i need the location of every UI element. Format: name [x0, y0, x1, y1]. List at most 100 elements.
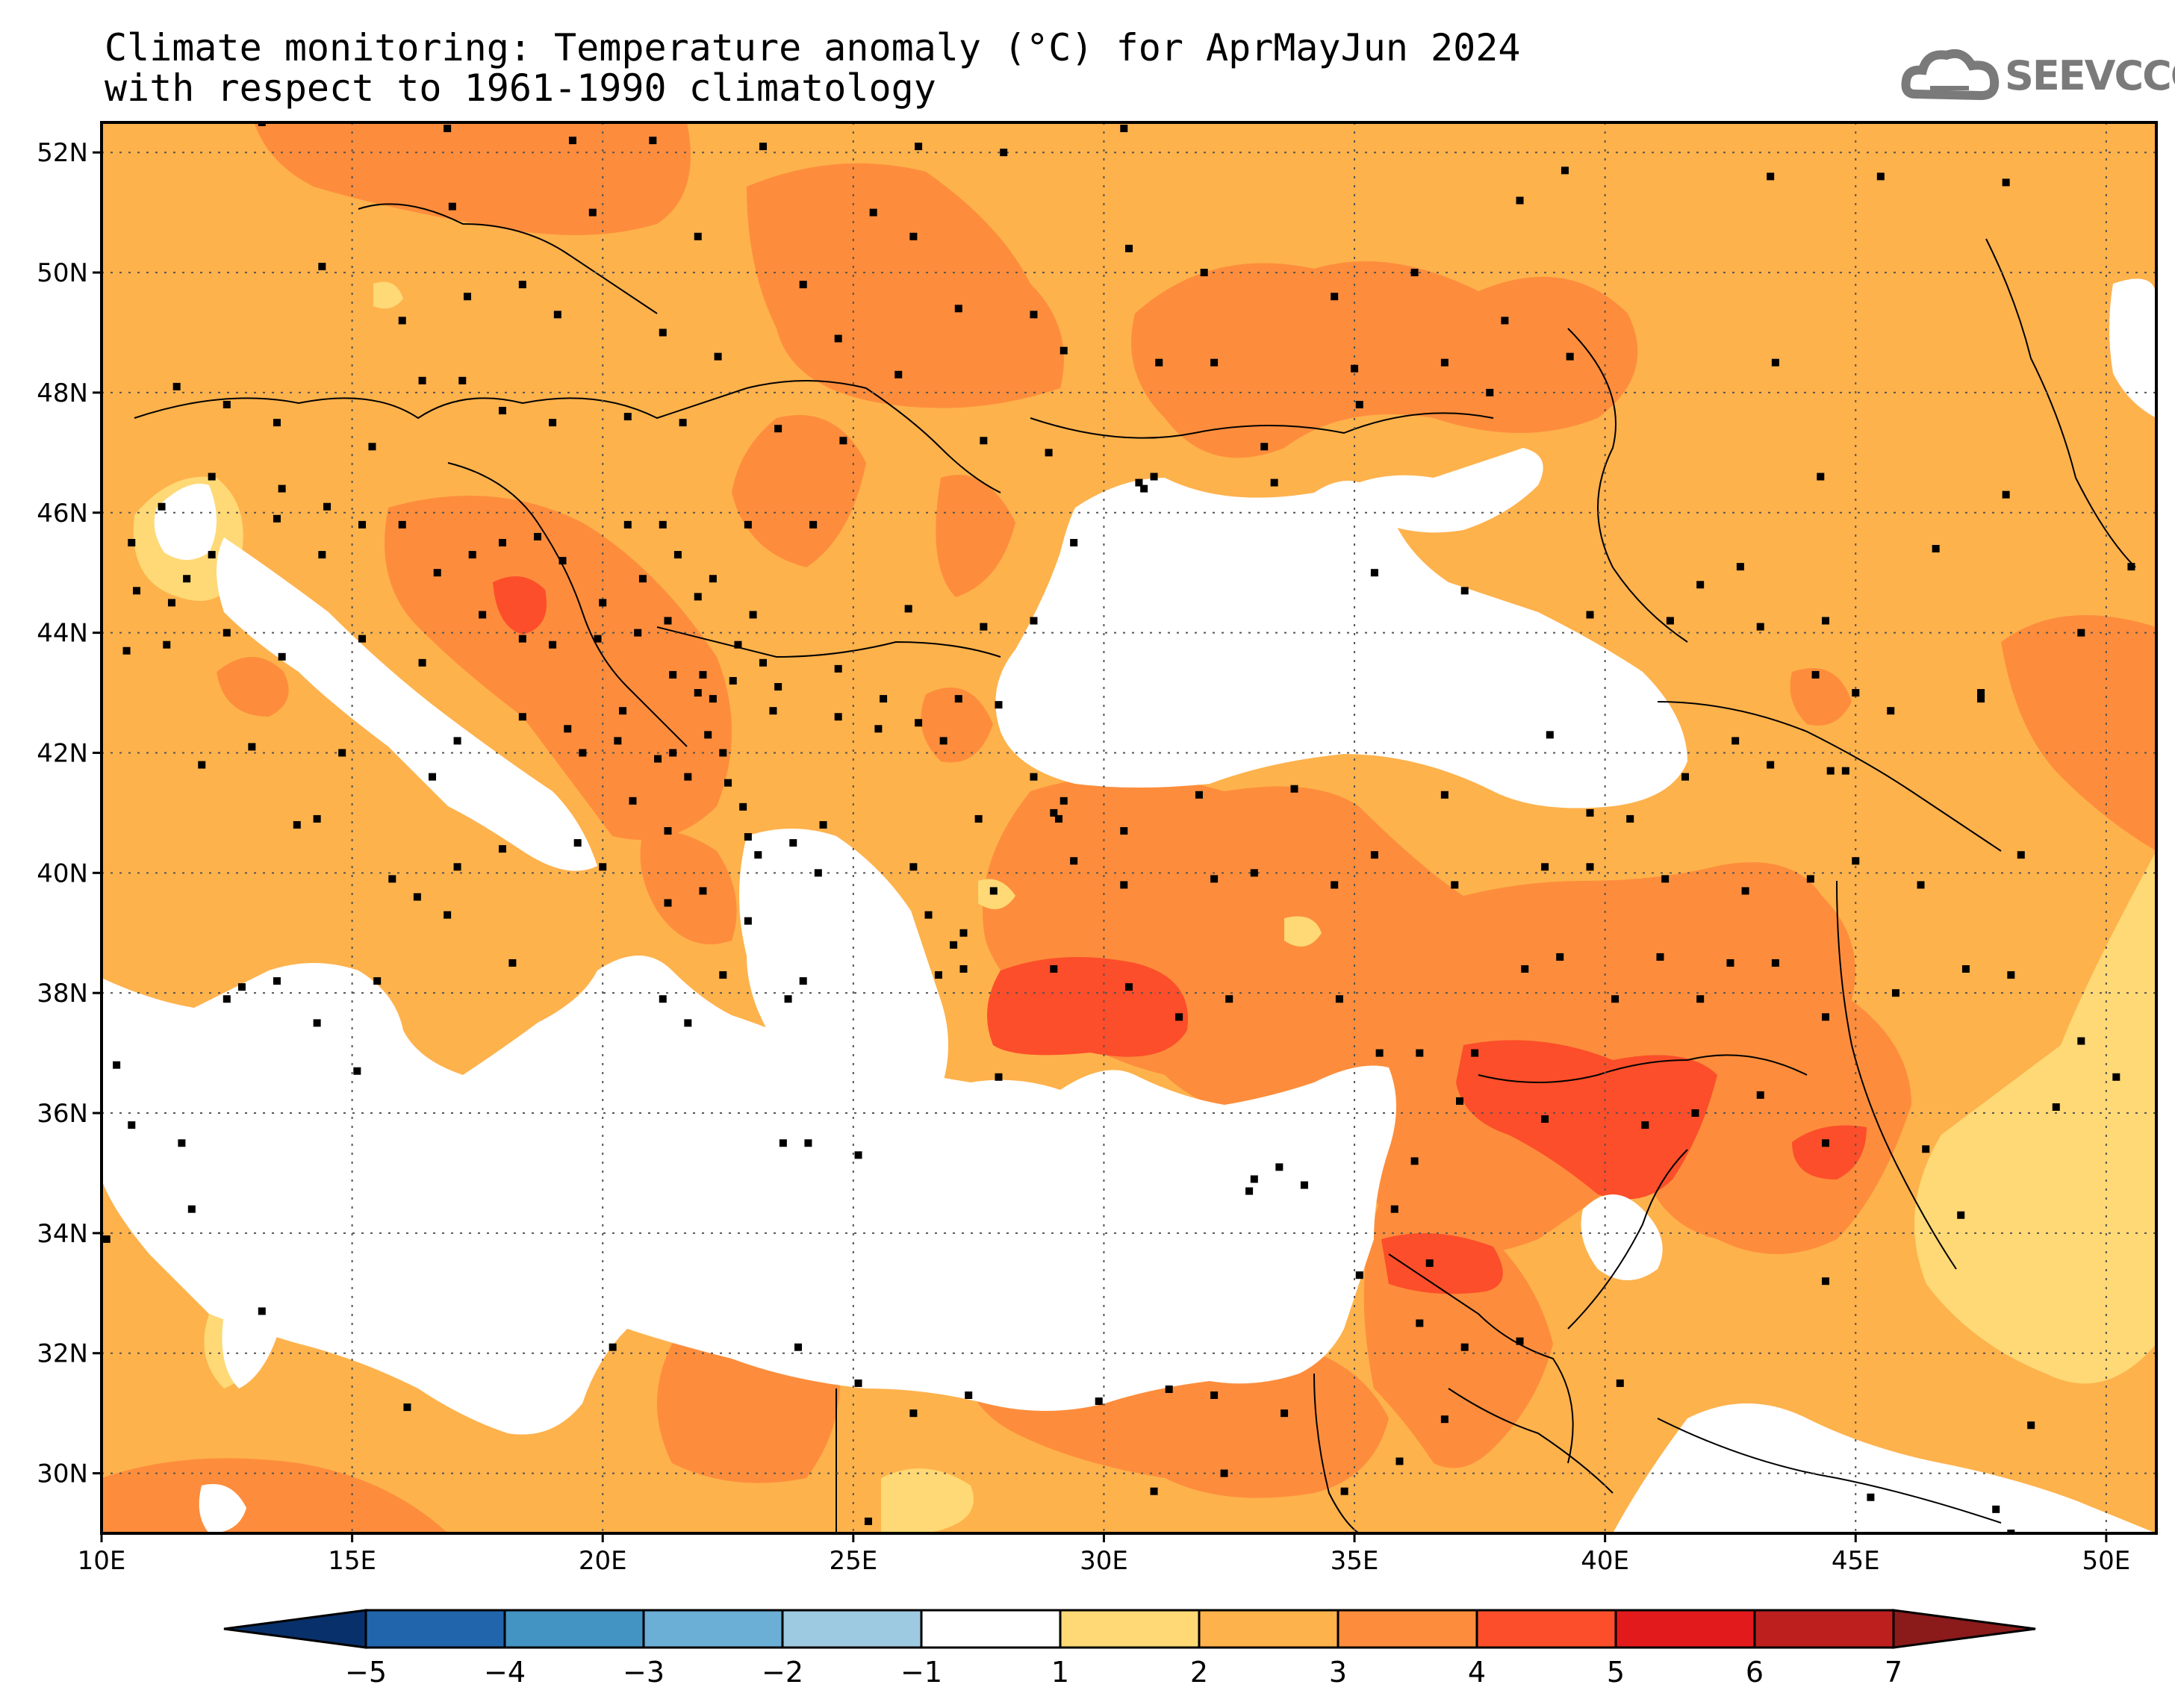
station-marker — [954, 695, 962, 703]
station-marker — [965, 1391, 973, 1400]
station-marker — [2002, 178, 2010, 187]
sea-areas — [102, 278, 2156, 1533]
station-marker — [749, 611, 757, 619]
station-marker — [208, 473, 216, 481]
station-marker — [113, 1061, 121, 1069]
station-marker — [1210, 1391, 1219, 1400]
colorbar-label: −5 — [345, 1656, 387, 1689]
station-marker — [1516, 196, 1524, 205]
station-marker — [779, 1139, 787, 1147]
station-marker — [1821, 1013, 1829, 1021]
station-marker — [634, 629, 642, 637]
station-marker — [1561, 166, 1569, 175]
station-marker — [789, 839, 797, 847]
station-marker — [1641, 1121, 1649, 1129]
station-marker — [187, 1205, 196, 1213]
y-tick-label: 38N — [37, 979, 88, 1009]
station-marker — [1486, 388, 1494, 396]
colorbar-segment — [642, 1609, 784, 1649]
colorbar-segment — [1614, 1609, 1756, 1649]
station-marker — [413, 893, 421, 901]
station-marker — [739, 802, 747, 811]
low-anomaly-egypt — [199, 1484, 246, 1533]
station-marker — [178, 1139, 186, 1147]
station-marker — [834, 713, 842, 721]
station-marker — [1416, 1319, 1424, 1327]
station-marker — [1691, 1109, 1699, 1118]
station-marker — [573, 839, 582, 847]
station-marker — [1120, 881, 1128, 889]
station-marker — [273, 514, 281, 523]
station-marker — [368, 443, 376, 451]
station-marker — [2127, 563, 2135, 571]
station-marker — [719, 749, 727, 757]
station-marker — [172, 382, 181, 390]
station-marker — [659, 520, 667, 529]
map-frame — [100, 121, 2158, 1535]
station-marker — [594, 635, 602, 643]
station-marker — [293, 820, 301, 829]
station-marker — [915, 143, 923, 151]
station-marker — [1440, 791, 1449, 799]
station-marker — [1666, 617, 1674, 625]
colorbar-segment — [1337, 1609, 1478, 1649]
station-marker — [880, 695, 888, 703]
station-marker — [1331, 293, 1339, 301]
colorbar-min-arrow — [223, 1609, 367, 1649]
anomaly-4-5-regions — [493, 576, 1867, 1294]
station-marker — [1616, 1379, 1624, 1387]
station-marker — [669, 670, 677, 679]
station-marker — [1756, 1091, 1764, 1099]
station-marker — [934, 971, 942, 979]
station-marker — [533, 532, 541, 540]
station-marker — [2017, 851, 2025, 859]
station-marker — [128, 538, 136, 546]
station-marker — [388, 875, 396, 883]
colorbar-segment — [1059, 1609, 1201, 1649]
station-marker — [1546, 731, 1554, 739]
station-marker — [1060, 346, 1068, 355]
station-marker — [2052, 1103, 2060, 1111]
station-marker — [599, 599, 607, 607]
colorbar-label: 4 — [1468, 1656, 1486, 1689]
station-marker — [1726, 959, 1734, 967]
station-marker — [915, 719, 923, 727]
station-marker — [479, 611, 487, 619]
station-marker — [318, 263, 326, 271]
station-marker — [1451, 881, 1459, 889]
station-marker — [1456, 1097, 1464, 1105]
station-marker — [1416, 1049, 1424, 1057]
y-tick-label: 44N — [37, 619, 88, 649]
station-marker — [669, 749, 677, 757]
station-marker — [313, 1019, 321, 1027]
station-marker — [729, 676, 737, 685]
station-marker — [1867, 1493, 1875, 1501]
station-marker — [694, 593, 702, 601]
y-tick-label: 40N — [37, 858, 88, 888]
station-marker — [1125, 244, 1133, 252]
station-marker — [1440, 358, 1449, 367]
station-marker — [1045, 449, 1053, 457]
station-marker — [1200, 269, 1208, 277]
station-marker — [684, 773, 692, 781]
station-marker — [1060, 797, 1068, 805]
station-marker — [1030, 773, 1038, 781]
y-tick-label: 32N — [37, 1339, 88, 1369]
station-marker — [794, 1343, 802, 1351]
station-marker — [874, 725, 883, 733]
station-marker — [458, 376, 467, 384]
station-marker — [1852, 689, 1860, 697]
station-marker — [1656, 953, 1664, 961]
station-marker — [614, 737, 622, 745]
y-tick-label: 48N — [37, 378, 88, 408]
station-marker — [549, 419, 557, 427]
station-marker — [444, 125, 452, 133]
station-marker — [373, 977, 382, 985]
station-marker — [1756, 623, 1764, 631]
station-marker — [1681, 773, 1690, 781]
station-marker — [784, 995, 792, 1003]
station-marker — [273, 977, 281, 985]
station-marker — [183, 575, 191, 583]
station-marker — [1250, 1175, 1258, 1183]
station-marker — [1501, 317, 1509, 325]
